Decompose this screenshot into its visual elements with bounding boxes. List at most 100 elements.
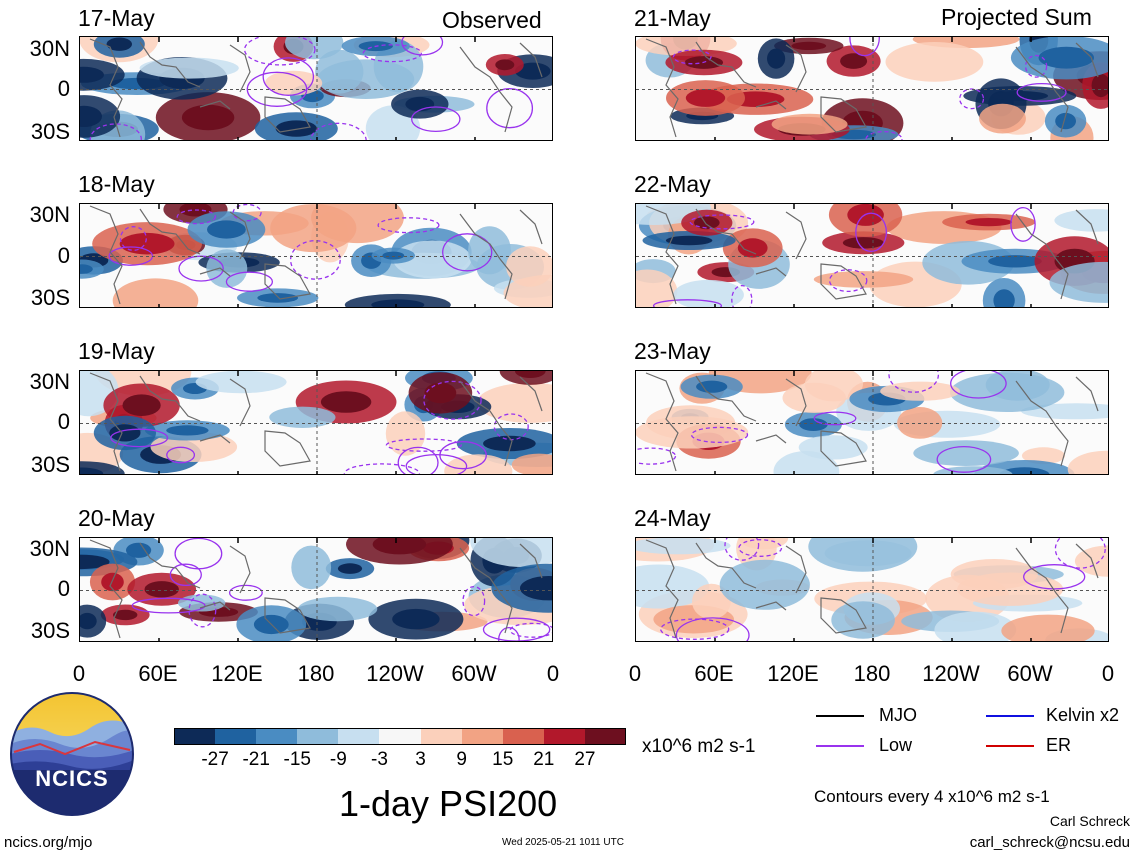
anomaly-core [122, 394, 161, 416]
low-contour [188, 593, 217, 628]
colorbar-swatch [502, 728, 545, 745]
coastline [755, 100, 787, 110]
coastline [785, 44, 807, 93]
anomaly-blob [195, 371, 287, 394]
coastline [1015, 213, 1069, 300]
lat-label-30n: 30N [29, 36, 70, 61]
anomaly-blob [291, 545, 332, 590]
ncics-logo: NCICS [10, 692, 134, 816]
anomaly-blob [385, 411, 426, 456]
colorbar-swatch [174, 728, 216, 745]
logo-text: NCICS [35, 766, 109, 791]
low-contour [119, 226, 147, 251]
anomaly-blob [1021, 447, 1066, 465]
legend-label-low: Low [879, 735, 913, 755]
lon-label: 120W [922, 661, 980, 686]
map-field [636, 538, 1108, 641]
footer-url: ncics.org/mjo [4, 834, 93, 851]
anomaly-blob [798, 435, 868, 460]
anomaly-core [424, 382, 457, 404]
anomaly-core [483, 435, 536, 452]
map-field [80, 538, 552, 641]
lon-label: 60W [451, 661, 497, 686]
lon-label: 120E [767, 661, 819, 686]
main-title: 1-day PSI200 [339, 783, 558, 824]
map-panel [635, 537, 1109, 642]
colorbar-swatch [584, 728, 627, 745]
anomaly-core [181, 104, 235, 131]
coastline [1075, 209, 1099, 245]
coastline [519, 543, 543, 579]
legend-swatch-er [986, 745, 1034, 747]
anomaly-core [791, 41, 827, 50]
anomaly-core [799, 418, 828, 431]
low-contour [672, 49, 712, 65]
coastline [645, 539, 679, 639]
anomaly-blob [112, 278, 199, 307]
coastline [264, 96, 311, 133]
low-contour [131, 597, 206, 614]
coastline [229, 545, 251, 594]
coastline [1075, 376, 1099, 412]
map-field [80, 204, 552, 307]
lon-label: 60E [138, 661, 178, 686]
low-contour [738, 539, 783, 557]
footer-author: Carl Schreck [1049, 813, 1130, 829]
anomaly-core [842, 237, 884, 249]
anomaly-core [80, 612, 97, 630]
colorbar-border [174, 728, 626, 745]
anomaly-core [337, 563, 363, 574]
anomaly-blob [808, 538, 918, 572]
anomaly-core [382, 251, 405, 260]
coastline [519, 42, 543, 78]
anomaly-core [275, 120, 317, 137]
coastline [1015, 547, 1069, 634]
coastline [199, 267, 231, 277]
coastline [785, 211, 807, 260]
coastline [199, 434, 231, 444]
low-contour [1023, 564, 1086, 590]
anomaly-blob [831, 601, 895, 639]
low-contour [169, 563, 202, 587]
anomaly-blob [1049, 261, 1108, 303]
anomaly-blob [880, 381, 960, 401]
low-contour [377, 217, 440, 234]
panel-date-label: 19-May [78, 338, 155, 364]
panel-date-label: 21-May [634, 5, 711, 31]
anomaly-blob [979, 103, 1026, 134]
legend-label-er: ER [1046, 735, 1072, 755]
coastline [820, 96, 867, 133]
low-contour [246, 71, 308, 107]
anomaly-core [119, 232, 175, 255]
coastline [820, 430, 867, 467]
colorbar-tick-label: 21 [533, 749, 555, 770]
ncics-logo-icon [10, 692, 134, 816]
lat-label-30s: 30S [30, 119, 70, 144]
map-field [80, 371, 552, 474]
low-contour [439, 441, 487, 470]
anomaly-blob [636, 416, 749, 449]
coastline [139, 208, 201, 255]
anomaly-core [113, 609, 138, 621]
coastline [1015, 380, 1069, 467]
low-contour [509, 622, 552, 638]
low-contour [232, 204, 262, 222]
anomaly-blob [636, 564, 710, 609]
coastline [199, 100, 231, 110]
low-contour [660, 618, 730, 640]
coastline [459, 380, 513, 467]
coastline [264, 263, 311, 300]
coastline [820, 597, 867, 634]
low-contour [228, 584, 263, 601]
anomaly-core [80, 264, 93, 274]
anomaly-core [371, 299, 425, 307]
lon-label: 60E [694, 661, 734, 686]
anomaly-blob [913, 440, 1019, 466]
lat-label-30n: 30N [29, 369, 70, 394]
anomaly-core [965, 218, 1013, 227]
anomaly-core [1091, 73, 1108, 98]
map-panel [79, 537, 553, 642]
low-contour [442, 233, 493, 272]
low-contour [262, 57, 315, 96]
map-panel [79, 370, 553, 475]
